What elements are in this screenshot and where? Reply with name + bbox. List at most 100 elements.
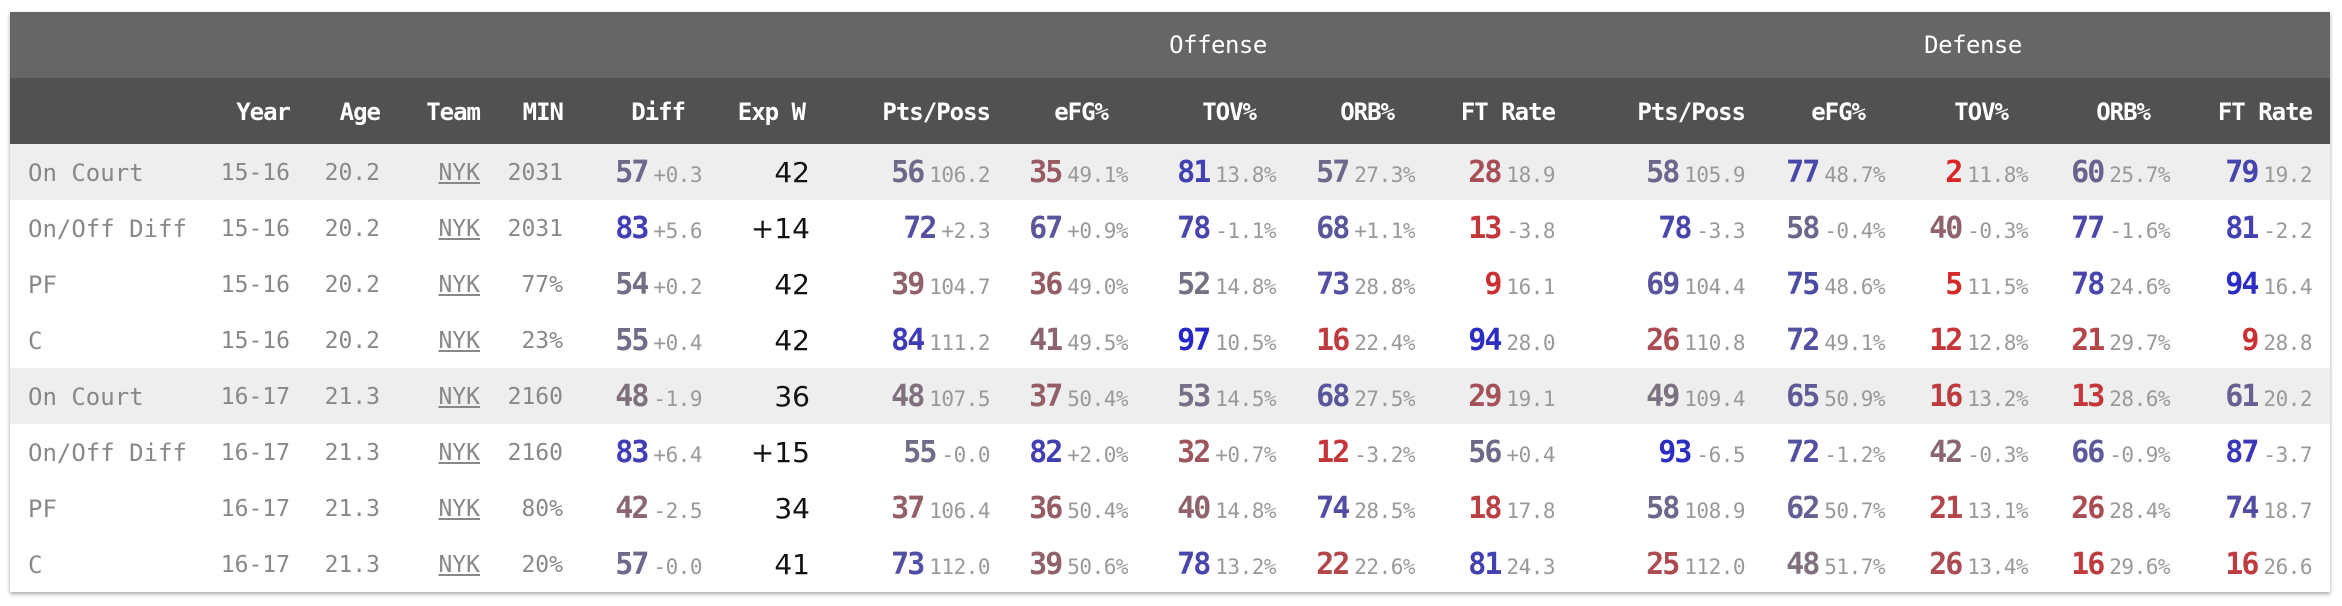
o-efg-cell: 39 50.6% — [1029, 536, 1128, 592]
row-label: On Court — [28, 159, 144, 187]
percentile-value: 13 — [1468, 211, 1502, 246]
o-pts-cell: 55 -0.0 — [903, 424, 990, 480]
o-pts-cell: 73 112.0 — [891, 536, 990, 592]
percentile-value: 97 — [1177, 323, 1211, 358]
d-pts-cell: 93 -6.5 — [1658, 424, 1745, 480]
year-cell: 16-17 — [220, 496, 290, 522]
d-orb-cell: 77 -1.6% — [2071, 200, 2170, 256]
percentile-value: 2 — [1945, 155, 1963, 190]
raw-value: 109.4 — [1684, 387, 1745, 411]
percentile-value: 77 — [2071, 211, 2105, 246]
column-header-d-ft[interactable]: FT Rate — [2217, 98, 2313, 126]
team-link[interactable]: NYK — [438, 216, 480, 242]
group-header-defense: Defense — [1924, 31, 2022, 59]
age-cell: 21.3 — [324, 552, 380, 578]
column-header-year[interactable]: Year — [236, 98, 291, 126]
column-header-diff[interactable]: Diff — [631, 98, 686, 126]
o-efg-cell: 35 49.1% — [1029, 144, 1128, 200]
team-link[interactable]: NYK — [438, 328, 480, 354]
raw-value: 29.7% — [2109, 331, 2170, 355]
percentile-value: 9 — [2241, 323, 2259, 358]
percentile-value: 29 — [1468, 379, 1502, 414]
o-efg-cell: 37 50.4% — [1029, 368, 1128, 424]
percentile-value: 74 — [2225, 491, 2259, 526]
column-header-team[interactable]: Team — [426, 98, 481, 126]
column-header-o-tov[interactable]: TOV% — [1202, 98, 1257, 126]
o-ft-cell: 81 24.3 — [1468, 536, 1555, 592]
d-tov-cell: 21 13.1% — [1929, 480, 2028, 536]
group-header-offense: Offense — [1169, 31, 1267, 59]
percentile-value: 87 — [2225, 435, 2259, 470]
d-orb-cell: 16 29.6% — [2071, 536, 2170, 592]
team-link[interactable]: NYK — [438, 272, 480, 298]
raw-value: 19.1 — [1506, 387, 1555, 411]
column-header-d-pts[interactable]: Pts/Poss — [1637, 98, 1746, 126]
d-tov-cell: 16 13.2% — [1929, 368, 2028, 424]
d-pts-cell: 25 112.0 — [1646, 536, 1745, 592]
raw-value: 50.6% — [1067, 555, 1128, 579]
raw-value: -0.9% — [2109, 443, 2170, 467]
column-header-o-orb[interactable]: ORB% — [1340, 98, 1395, 126]
o-ft-cell: 56 +0.4 — [1468, 424, 1555, 480]
raw-value: 26.6 — [2263, 555, 2312, 579]
column-header-min[interactable]: MIN — [522, 98, 564, 126]
team-link[interactable]: NYK — [438, 160, 480, 186]
expected-wins-cell: 41 — [774, 548, 810, 581]
raw-value: +0.3 — [653, 163, 702, 187]
percentile-value: 54 — [615, 267, 649, 302]
column-header-expw[interactable]: Exp W — [737, 98, 806, 126]
o-orb-cell: 73 28.8% — [1316, 256, 1415, 312]
column-header-o-ft[interactable]: FT Rate — [1460, 98, 1556, 126]
d-orb-cell: 66 -0.9% — [2071, 424, 2170, 480]
expected-wins-cell: 42 — [774, 156, 810, 189]
row-label: On Court — [28, 383, 144, 411]
percentile-value: 65 — [1786, 379, 1820, 414]
column-header-o-efg[interactable]: eFG% — [1054, 98, 1109, 126]
expected-wins-cell: 36 — [774, 380, 810, 413]
d-tov-cell: 12 12.8% — [1929, 312, 2028, 368]
minutes-cell: 80% — [521, 496, 563, 522]
percentile-value: 18 — [1468, 491, 1502, 526]
percentile-value: 81 — [2225, 211, 2259, 246]
raw-value: -0.4% — [1824, 219, 1885, 243]
column-header-d-orb[interactable]: ORB% — [2096, 98, 2151, 126]
age-cell: 21.3 — [324, 384, 380, 410]
table-row: On Court 15-16 20.2 NYK 2031 42 57 +0.3 56 106.2 3… — [10, 144, 2330, 200]
team-link[interactable]: NYK — [438, 384, 480, 410]
raw-value: -1.1% — [1215, 219, 1276, 243]
percentile-value: 41 — [1029, 323, 1063, 358]
percentile-value: 40 — [1177, 491, 1211, 526]
diff-cell: 42 -2.5 — [615, 480, 702, 536]
table-row: C 15-16 20.2 NYK 23% 42 55 +0.4 84 111.2 41 49.5% 97… — [10, 312, 2330, 368]
column-header-o-pts[interactable]: Pts/Poss — [882, 98, 991, 126]
d-pts-cell: 69 104.4 — [1646, 256, 1745, 312]
team-link[interactable]: NYK — [438, 496, 480, 522]
table-body: On Court 15-16 20.2 NYK 2031 42 57 +0.3 56 106.2 3… — [10, 144, 2330, 592]
percentile-value: 58 — [1786, 211, 1820, 246]
column-header-age[interactable]: Age — [339, 98, 381, 126]
column-header-d-tov[interactable]: TOV% — [1954, 98, 2009, 126]
raw-value: 19.2 — [2263, 163, 2312, 187]
d-efg-cell: 77 48.7% — [1786, 144, 1885, 200]
percentile-value: 25 — [1646, 547, 1680, 582]
raw-value: 16.1 — [1506, 275, 1555, 299]
o-tov-cell: 78 13.2% — [1177, 536, 1276, 592]
d-pts-cell: 58 108.9 — [1646, 480, 1745, 536]
percentile-value: 13 — [2071, 379, 2105, 414]
o-efg-cell: 36 50.4% — [1029, 480, 1128, 536]
raw-value: 24.6% — [2109, 275, 2170, 299]
d-tov-cell: 5 11.5% — [1945, 256, 2028, 312]
column-header-d-efg[interactable]: eFG% — [1811, 98, 1866, 126]
raw-value: 50.4% — [1067, 387, 1128, 411]
raw-value: 110.8 — [1684, 331, 1745, 355]
raw-value: 107.5 — [929, 387, 990, 411]
team-link[interactable]: NYK — [438, 440, 480, 466]
raw-value: 22.6% — [1354, 555, 1415, 579]
raw-value: +6.4 — [653, 443, 702, 467]
o-tov-cell: 32 +0.7% — [1177, 424, 1276, 480]
diff-cell: 57 +0.3 — [615, 144, 702, 200]
team-link[interactable]: NYK — [438, 552, 480, 578]
raw-value: 16.4 — [2263, 275, 2312, 299]
raw-value: -3.8 — [1506, 219, 1555, 243]
raw-value: -0.0 — [653, 555, 702, 579]
